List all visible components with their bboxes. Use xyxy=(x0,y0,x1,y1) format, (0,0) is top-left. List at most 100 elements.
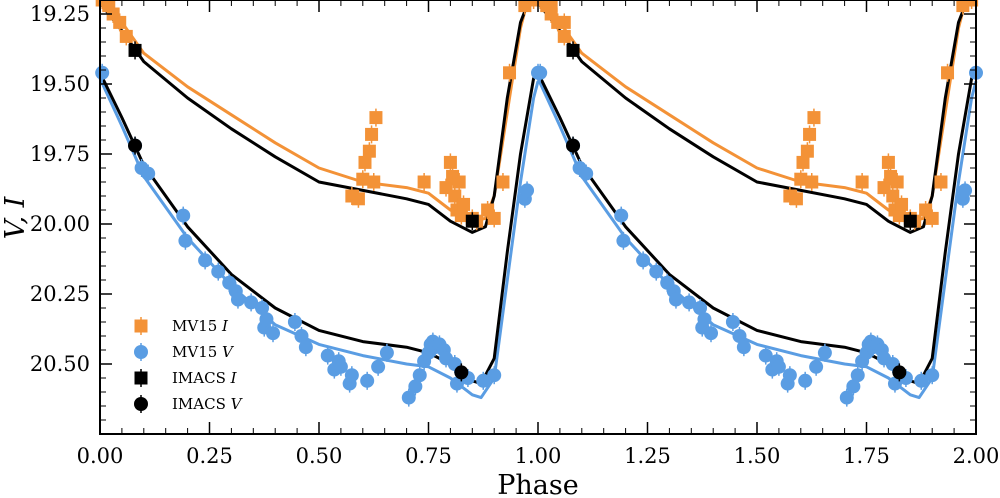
circle-marker xyxy=(487,368,502,383)
data-point-mv15-v xyxy=(925,366,940,385)
x-tick-label: 0.50 xyxy=(296,444,343,468)
legend-circle-marker xyxy=(134,397,148,411)
circle-marker xyxy=(758,348,773,363)
data-point-mv15-v xyxy=(958,181,973,200)
x-tick-label: 1.50 xyxy=(734,444,781,468)
data-point-mv15-i xyxy=(789,189,803,208)
square-marker xyxy=(855,175,869,189)
x-tick-label: 0.75 xyxy=(405,444,452,468)
square-marker xyxy=(903,214,917,228)
circle-marker xyxy=(360,373,375,388)
circle-marker xyxy=(333,359,348,374)
data-point-mv15-i xyxy=(881,153,895,172)
data-point-mv15-i xyxy=(417,173,431,191)
data-point-mv15-i xyxy=(855,173,869,191)
square-marker xyxy=(351,192,365,206)
data-point-mv15-i xyxy=(533,0,547,9)
circle-marker xyxy=(476,373,491,388)
data-point-mv15-v xyxy=(798,371,813,390)
legend-survey: IMACS xyxy=(172,395,231,413)
data-point-mv15-i xyxy=(800,142,814,161)
circle-marker xyxy=(176,208,191,223)
square-marker xyxy=(941,66,955,80)
data-point-mv15-v xyxy=(649,262,664,281)
data-point-mv15-i xyxy=(925,209,939,228)
square-marker xyxy=(925,211,939,225)
circle-marker xyxy=(914,373,929,388)
data-point-mv15-v xyxy=(636,251,651,270)
square-marker xyxy=(557,29,571,43)
circle-marker xyxy=(294,329,309,343)
legend: MV15 I MV15 V IMACS I IMACS V xyxy=(134,317,244,413)
data-point-mv15-v xyxy=(487,366,502,385)
square-marker xyxy=(119,29,133,43)
data-point-mv15-v xyxy=(579,164,594,183)
data-point-mv15-v xyxy=(616,231,631,250)
square-marker xyxy=(95,0,109,7)
circle-marker xyxy=(771,359,786,374)
data-point-mv15-v xyxy=(809,357,824,376)
legend-entry: IMACS I xyxy=(134,369,238,387)
square-marker xyxy=(881,155,895,169)
data-point-mv15-v xyxy=(176,206,191,225)
data-point-mv15-v xyxy=(198,251,213,270)
circle-marker xyxy=(287,315,302,329)
square-marker xyxy=(465,214,479,228)
x-tick-label: 1.25 xyxy=(624,444,671,468)
circle-marker xyxy=(141,166,156,181)
legend-band: I xyxy=(221,317,229,335)
legend-entry: MV15 V xyxy=(134,343,235,361)
circle-marker xyxy=(255,301,270,315)
data-point-mv15-v xyxy=(320,346,335,365)
y-tick-label: 19.50 xyxy=(30,72,90,96)
y-axis-title: V, I xyxy=(0,195,31,239)
data-point-mv15-v xyxy=(333,357,348,376)
data-point-mv15-i xyxy=(965,0,979,9)
square-marker xyxy=(890,175,904,189)
legend-survey: MV15 xyxy=(172,343,222,361)
data-point-mv15-v xyxy=(344,366,359,385)
circle-marker xyxy=(704,326,719,341)
square-marker xyxy=(807,111,821,125)
data-point-mv15-v xyxy=(259,310,274,329)
square-marker xyxy=(367,175,381,189)
y-tick-label: 19.25 xyxy=(30,2,90,26)
axes-layer: 0.00 0.25 0.50 0.75 1.00 1.25 1.50 1.75 2.00 19.2… xyxy=(30,0,999,468)
data-point-mv15-i xyxy=(369,108,383,127)
x-tick-label: 0.00 xyxy=(77,444,124,468)
y-tick-label: 19.75 xyxy=(30,142,90,166)
data-point-mv15-v xyxy=(266,324,281,343)
square-marker xyxy=(113,15,127,29)
data-point-mv15-v xyxy=(850,366,865,385)
square-marker xyxy=(358,155,372,169)
data-point-mv15-v xyxy=(211,262,226,281)
circle-marker xyxy=(178,233,193,248)
circle-marker xyxy=(371,359,386,374)
circle-marker xyxy=(736,340,751,355)
data-point-imacs-i xyxy=(903,212,917,231)
y-tick-label: 20.00 xyxy=(30,212,90,236)
circle-marker xyxy=(725,315,740,329)
data-point-mv15-i xyxy=(367,173,381,191)
circle-marker xyxy=(211,264,226,279)
data-point-mv15-v xyxy=(771,357,786,376)
circle-marker xyxy=(649,264,664,279)
data-point-mv15-v xyxy=(736,338,751,357)
legend-entry: IMACS V xyxy=(134,395,244,413)
legend-band: I xyxy=(230,369,238,387)
legend-survey: IMACS xyxy=(172,369,231,387)
data-point-mv15-v xyxy=(697,310,712,329)
circle-marker xyxy=(298,340,313,355)
x-axis-title: Phase xyxy=(497,470,579,498)
data-point-mv15-i xyxy=(934,173,948,191)
data-point-mv15-v xyxy=(817,343,832,362)
data-point-mv15-v xyxy=(668,290,683,309)
data-point-mv15-v xyxy=(379,343,394,362)
square-marker xyxy=(369,111,383,125)
legend-label: MV15 V xyxy=(172,343,235,361)
circle-marker xyxy=(454,365,469,380)
circle-marker xyxy=(230,292,245,307)
square-marker xyxy=(454,209,468,223)
data-point-imacs-v xyxy=(566,136,581,155)
